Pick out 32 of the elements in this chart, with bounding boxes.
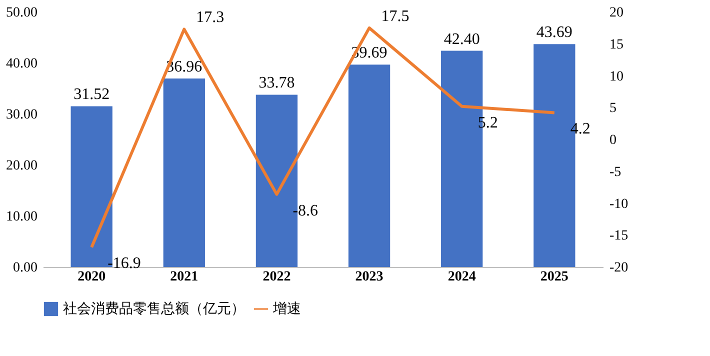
y2-tick-label: -5	[610, 164, 622, 180]
data-label: 17.3	[196, 9, 224, 26]
y2-tick-label: 5	[610, 101, 616, 116]
data-label: 43.69	[536, 24, 572, 42]
y2-tick-label: -20	[610, 260, 628, 276]
y2-tick-label: -15	[610, 228, 628, 244]
y-tick-label: 50.00	[6, 6, 38, 20]
y-tick-label: 20.00	[6, 158, 38, 174]
y-tick-label: 30.00	[6, 108, 38, 122]
x-tick-label: 2022	[262, 270, 291, 284]
x-tick-label: 2025	[540, 270, 568, 284]
data-label: 31.52	[74, 86, 110, 104]
y2-tick-label: 0	[610, 133, 616, 148]
y2-tick-label: 10	[610, 69, 624, 84]
y-tick-label: 40.00	[6, 56, 38, 72]
x-tick-label: 2023	[355, 270, 384, 284]
y-tick-label: 0.00	[13, 260, 38, 276]
y2-tick-label: 20	[610, 6, 624, 20]
x-tick-label: 2020	[78, 270, 106, 284]
x-tick-label: 2021	[170, 270, 198, 284]
legend-label: 增速	[272, 301, 301, 317]
y2-tick-label: -10	[610, 196, 628, 212]
data-label: 17.5	[381, 8, 410, 25]
y2-tick-label: 15	[610, 37, 624, 52]
data-label: 42.40	[444, 30, 480, 48]
legend-label: 社会消费品零售总额（亿元）	[63, 301, 245, 317]
bar	[348, 64, 390, 267]
data-label: -16.9	[108, 255, 141, 272]
y-tick-label: 10.00	[6, 210, 38, 224]
bar	[163, 78, 205, 267]
data-label: 33.78	[258, 74, 295, 92]
x-tick-label: 2024	[448, 270, 476, 284]
